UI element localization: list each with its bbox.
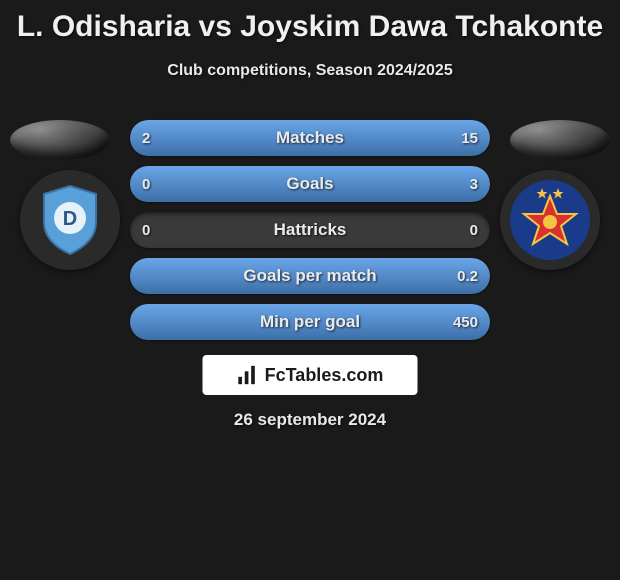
stat-value-left: 2 xyxy=(142,120,150,156)
stat-value-right: 0.2 xyxy=(457,258,478,294)
club-right-badge xyxy=(500,170,600,270)
stat-label: Goals per match xyxy=(130,258,490,294)
player-left-token xyxy=(10,120,110,160)
stat-value-right: 0 xyxy=(470,212,478,248)
stat-value-left: 0 xyxy=(142,166,150,202)
stat-value-right: 15 xyxy=(461,120,478,156)
fctables-logo[interactable]: FcTables.com xyxy=(203,355,418,395)
subtitle: Club competitions, Season 2024/2025 xyxy=(0,62,620,80)
stat-label: Min per goal xyxy=(130,304,490,340)
stat-value-right: 3 xyxy=(470,166,478,202)
page-title: L. Odisharia vs Joyskim Dawa Tchakonte xyxy=(0,0,620,44)
club-left-letter: D xyxy=(63,208,77,230)
stat-row: Hattricks0 0 xyxy=(130,212,490,248)
stat-row: Goals per match0.2 xyxy=(130,258,490,294)
stat-row: Min per goal450 xyxy=(130,304,490,340)
stat-value-right: 450 xyxy=(453,304,478,340)
stats-panel: Matches215Goals03Hattricks00Goals per ma… xyxy=(130,120,490,350)
logo-text: FcTables.com xyxy=(265,365,384,386)
stat-label: Hattricks xyxy=(130,212,490,248)
shield-icon: D xyxy=(40,184,100,256)
comparison-card: L. Odisharia vs Joyskim Dawa Tchakonte C… xyxy=(0,0,620,580)
stat-row: Matches2 15 xyxy=(130,120,490,156)
date-text: 26 september 2024 xyxy=(0,410,620,430)
club-left-badge: D xyxy=(20,170,120,270)
chart-bars-icon xyxy=(237,364,259,386)
stat-value-left: 0 xyxy=(142,212,150,248)
stat-row: Goals0 3 xyxy=(130,166,490,202)
stat-label: Goals xyxy=(130,166,490,202)
player-right-token xyxy=(510,120,610,160)
stat-label: Matches xyxy=(130,120,490,156)
star-badge-icon xyxy=(508,178,592,262)
